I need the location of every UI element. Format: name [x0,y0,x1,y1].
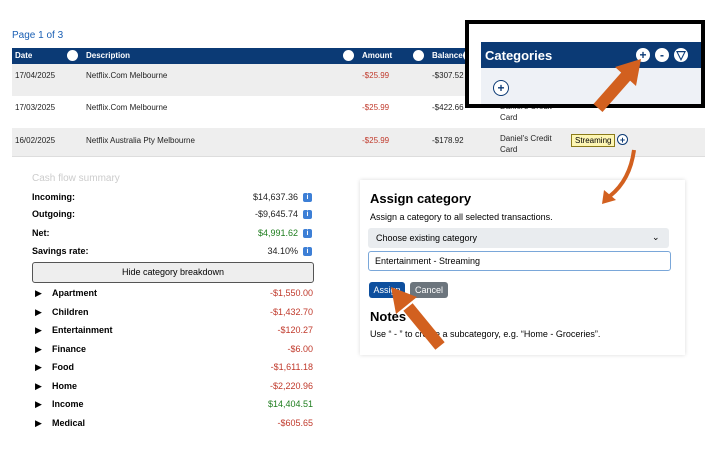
expand-toggle[interactable]: ▶ [35,417,42,428]
info-icon: i [303,247,312,256]
categories-callout: Categories + - ▽ + [465,20,705,108]
filter-button[interactable] [67,50,78,61]
date-cell: 17/03/2025 [15,103,56,112]
category-name: Apartment [52,288,98,298]
category-amount: -$1,550.00 [269,288,313,298]
action-button[interactable]: Assign [369,282,405,298]
summary-label: Outgoing: [32,209,75,219]
category-tag: Streaming [571,134,616,147]
amount-cell: -$25.99 [362,136,390,145]
notes-title: Notes [370,309,407,324]
categories-title: Categories [485,48,553,63]
column-header: Balance [432,51,463,60]
date-cell: 17/04/2025 [15,71,56,80]
summary-value: $14,637.36 [252,192,298,202]
add-category-button[interactable]: + [617,134,628,145]
category-name: Medical [52,417,86,428]
toggle-button[interactable]: Hide category breakdown [32,262,314,283]
account-cell: Daniel's Credit Card [500,134,552,154]
category-amount: -$2,220.96 [269,380,313,391]
amount-cell: -$25.99 [362,71,390,80]
balance-cell: -$422.66 [432,103,464,112]
category-name: Income [52,399,84,409]
expand-toggle[interactable]: ▶ [35,325,42,335]
summary-label: Savings rate: [32,246,89,256]
category-name: Finance [52,343,87,354]
info-icon: i [303,193,312,202]
action-button[interactable]: Cancel [410,282,448,298]
expand-toggle[interactable]: ▶ [35,362,42,372]
amount-cell: -$25.99 [362,103,390,112]
category-amount: -$605.65 [277,417,313,428]
expand-toggle[interactable]: ▶ [35,306,42,317]
assign-title: Assign category [370,191,472,206]
category-amount: -$6.00 [287,343,313,354]
summary-value: -$9,645.74 [254,209,298,219]
date-cell: 16/02/2025 [15,136,56,145]
summary-label: Net: [32,228,50,238]
chevron: ⌄ [652,232,660,242]
assign-description: Assign a category to all selected transa… [370,212,553,222]
expand-toggle[interactable]: ▶ [35,380,42,391]
category-name: Home [52,380,78,391]
header-button[interactable]: + [635,47,651,63]
category-amount: -$120.27 [277,325,313,335]
header-button[interactable]: - [654,47,670,63]
category-name: Children [52,306,89,317]
header-button[interactable]: ▽ [673,47,689,63]
summary-title: Cash flow summary [32,173,120,184]
category-name: Entertainment [52,325,113,335]
balance-cell: -$178.92 [432,136,464,145]
info-icon: i [303,229,312,238]
summary-value: $4,991.62 [257,228,298,238]
description-cell: Netflix.Com Melbourne [86,71,168,80]
filter-button[interactable] [413,50,424,61]
category-input[interactable]: Entertainment - Streaming [368,251,671,271]
expand-toggle[interactable]: ▶ [35,343,42,354]
category-amount: -$1,432.70 [269,306,313,317]
summary-label: Incoming: [32,192,75,202]
description-cell: Netflix.Com Melbourne [86,103,168,112]
summary-value: 34.10% [267,246,298,256]
category-amount: -$1,611.18 [270,362,313,372]
category-amount: $14,404.51 [267,399,313,409]
categories-body [481,68,701,104]
filter-button[interactable] [343,50,354,61]
add-button[interactable]: + [493,80,509,96]
description-cell: Netflix Australia Pty Melbourne [86,136,195,145]
expand-toggle[interactable]: ▶ [35,288,42,298]
info-icon: i [303,210,312,219]
column-header: Description [86,51,131,60]
notes-text: Use “ - ” to create a subcategory, e.g. … [370,329,601,339]
category-select[interactable]: Choose existing category [368,228,669,248]
category-name: Food [52,362,74,372]
pager: Page 1 of 3 [12,30,64,41]
expand-toggle[interactable]: ▶ [35,399,42,409]
column-header: Date [15,51,33,60]
balance-cell: -$307.52 [432,71,464,80]
column-header: Amount [362,51,393,60]
